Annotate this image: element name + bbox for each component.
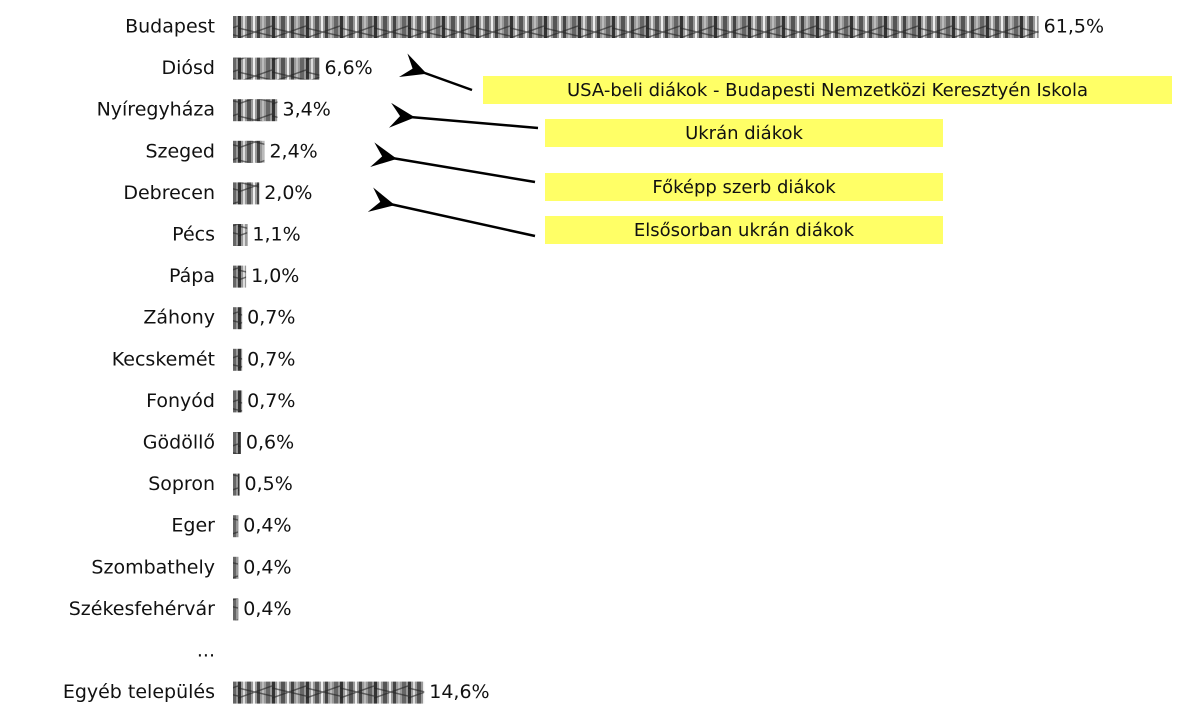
annotation-text: Elsősorban ukrán diákok xyxy=(634,220,855,241)
category-label: Gödöllő xyxy=(143,432,215,454)
value-label: 2,4% xyxy=(269,140,317,162)
bar xyxy=(233,307,243,330)
value-label: 3,4% xyxy=(283,99,331,121)
bar xyxy=(233,57,320,80)
annotation-box xyxy=(545,119,943,147)
bar xyxy=(233,16,1039,38)
category-label: ... xyxy=(197,640,215,662)
annotation-text: USA-beli diákok - Budapesti Nemzetközi K… xyxy=(567,80,1088,101)
bar xyxy=(233,140,265,163)
category-label: Fonyód xyxy=(146,390,215,412)
value-label: 1,0% xyxy=(251,265,299,287)
bar xyxy=(233,432,241,454)
category-label: Kecskemét xyxy=(112,348,215,370)
category-label: Záhony xyxy=(143,307,215,329)
category-label: Diósd xyxy=(162,57,216,79)
value-label: 14,6% xyxy=(429,681,489,703)
bar xyxy=(233,348,243,371)
category-label: Budapest xyxy=(125,16,215,38)
value-label: 1,1% xyxy=(252,224,300,246)
category-label: Sopron xyxy=(148,473,215,495)
category-label: Nyíregyháza xyxy=(97,99,215,121)
value-label: 0,4% xyxy=(243,515,291,537)
bar xyxy=(233,681,425,704)
category-label: Pécs xyxy=(172,224,215,246)
category-label: Egyéb település xyxy=(63,681,215,703)
value-label: 0,6% xyxy=(246,432,294,454)
bar xyxy=(233,390,243,413)
category-label: Pápa xyxy=(169,265,215,287)
annotation-arrow xyxy=(370,142,536,184)
bar xyxy=(233,224,248,246)
category-label: Debrecen xyxy=(123,182,215,204)
bar xyxy=(233,598,239,621)
annotation-arrow xyxy=(398,53,473,92)
annotation-text: Ukrán diákok xyxy=(685,123,803,144)
value-label: 6,6% xyxy=(324,57,372,79)
bar xyxy=(233,182,260,205)
annotation-box xyxy=(545,173,943,201)
value-label: 0,4% xyxy=(243,598,291,620)
annotation-arrow xyxy=(389,102,539,130)
annotation-arrow xyxy=(367,187,536,238)
value-label: 0,4% xyxy=(243,556,291,578)
annotation-text: Főképp szerb diákok xyxy=(652,177,836,198)
value-label: 0,7% xyxy=(247,390,295,412)
category-label: Szombathely xyxy=(91,556,215,578)
bar xyxy=(233,473,240,496)
value-label: 0,5% xyxy=(245,473,293,495)
category-label: Eger xyxy=(171,515,215,537)
value-label: 2,0% xyxy=(264,182,312,204)
bar xyxy=(233,515,239,538)
annotation-box xyxy=(483,76,1172,104)
category-label: Szeged xyxy=(145,140,215,162)
value-label: 61,5% xyxy=(1044,16,1104,38)
bar xyxy=(233,99,278,122)
value-label: 0,7% xyxy=(247,348,295,370)
annotation-box xyxy=(545,216,943,244)
bar xyxy=(233,265,247,288)
category-label: Székesfehérvár xyxy=(69,598,215,620)
bar xyxy=(233,556,239,579)
value-label: 0,7% xyxy=(247,307,295,329)
